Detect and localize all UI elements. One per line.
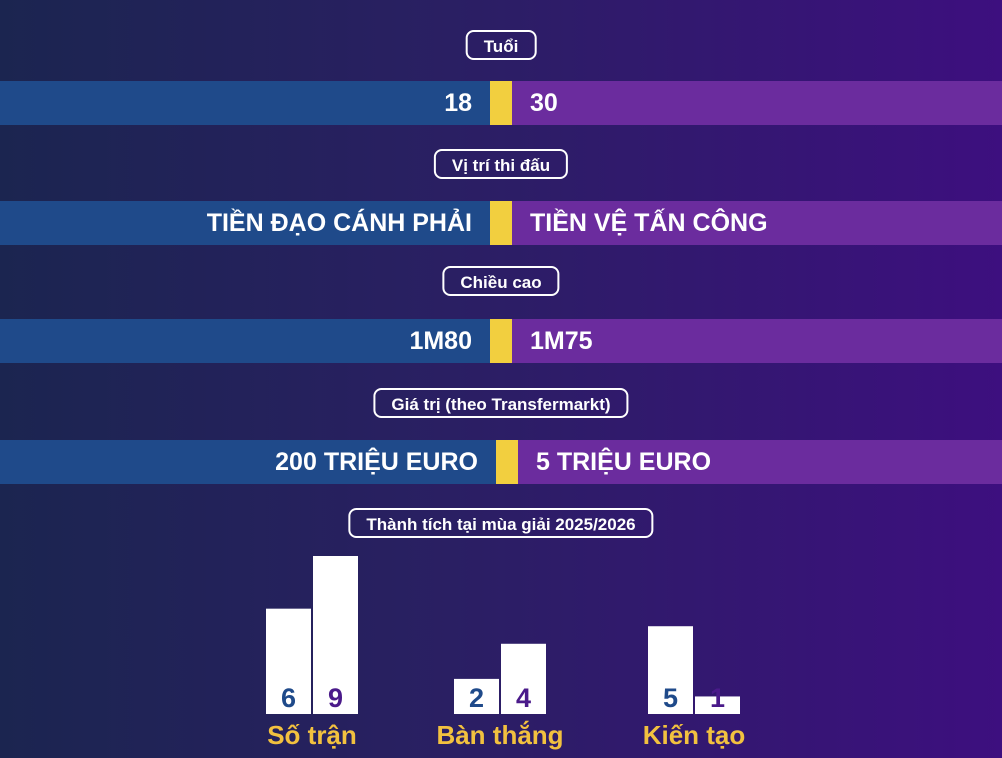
center-divider <box>490 319 512 363</box>
left-bar <box>0 440 496 484</box>
value-left-age: 18 <box>444 89 472 117</box>
label-achievements: Thành tích tại mùa giải 2025/2026 <box>348 508 654 538</box>
right-bar <box>512 81 1002 125</box>
bar-left-0 <box>266 608 311 714</box>
value-right-height: 1M75 <box>530 327 593 355</box>
bar-right-0 <box>313 556 358 714</box>
left-bar <box>0 201 490 245</box>
value-left-position: TIỀN ĐẠO CÁNH PHẢI <box>206 209 472 237</box>
center-divider <box>490 81 512 125</box>
bar-value-label: 4 <box>516 683 531 713</box>
right-bar <box>518 440 1002 484</box>
bar-value-label: 2 <box>469 683 484 713</box>
center-divider <box>496 440 518 484</box>
bar-value-label: 6 <box>281 683 296 713</box>
category-label: Bàn thắng <box>436 720 564 750</box>
value-right-position: TIỀN VỆ TẤN CÔNG <box>530 209 768 237</box>
bar-left-1 <box>454 678 499 714</box>
right-bar <box>512 319 1002 363</box>
bar-value-label: 1 <box>710 683 725 713</box>
value-left-market-value: 200 TRIỆU EURO <box>275 448 478 476</box>
label-position: Vị trí thi đấu <box>433 149 569 179</box>
bar-value-label: 5 <box>663 683 678 713</box>
right-bar <box>512 201 1002 245</box>
label-market-value: Giá trị (theo Transfermarkt) <box>373 388 629 418</box>
row-height: 1M80 1M75 <box>0 319 1002 363</box>
category-label: Số trận <box>267 720 357 750</box>
row-position: TIỀN ĐẠO CÁNH PHẢI TIỀN VỆ TẤN CÔNG <box>0 201 1002 245</box>
value-left-height: 1M80 <box>409 327 472 355</box>
bar-left-2 <box>648 626 693 714</box>
center-divider <box>490 201 512 245</box>
bar-right-1 <box>501 643 546 714</box>
bar-value-label: 9 <box>328 683 343 713</box>
row-age: 18 30 <box>0 81 1002 125</box>
left-bar <box>0 319 490 363</box>
left-bar <box>0 81 490 125</box>
label-age: Tuổi <box>465 30 537 60</box>
value-right-age: 30 <box>530 89 558 117</box>
achievements-bar-chart: 6 9 2 4 5 1 <box>266 556 740 714</box>
row-market-value: 200 TRIỆU EURO 5 TRIỆU EURO <box>0 440 1002 484</box>
category-label: Kiến tạo <box>642 720 746 750</box>
label-height: Chiều cao <box>442 266 560 296</box>
bar-right-2 <box>695 696 740 714</box>
value-right-market-value: 5 TRIỆU EURO <box>536 448 712 476</box>
